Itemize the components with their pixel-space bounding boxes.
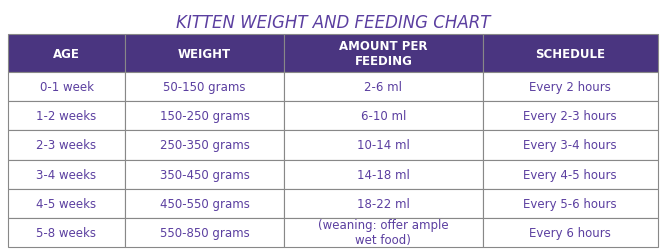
Bar <box>482 218 658 247</box>
Bar <box>8 73 125 102</box>
Text: 3-4 weeks: 3-4 weeks <box>37 168 97 181</box>
Text: WEIGHT: WEIGHT <box>178 47 231 60</box>
Text: 450-550 grams: 450-550 grams <box>160 197 250 210</box>
Text: 6-10 ml: 6-10 ml <box>361 110 406 123</box>
Text: (weaning: offer ample
wet food): (weaning: offer ample wet food) <box>318 218 449 246</box>
Bar <box>125 102 284 131</box>
Bar <box>8 131 125 160</box>
Bar <box>482 35 658 73</box>
Bar <box>482 160 658 189</box>
Bar <box>125 218 284 247</box>
Bar <box>8 160 125 189</box>
Text: AMOUNT PER
FEEDING: AMOUNT PER FEEDING <box>339 40 428 68</box>
Bar <box>125 189 284 218</box>
Bar <box>284 73 482 102</box>
Text: 18-22 ml: 18-22 ml <box>357 197 410 210</box>
Text: Every 6 hours: Every 6 hours <box>529 226 611 239</box>
Bar <box>482 73 658 102</box>
Bar <box>125 131 284 160</box>
Text: 50-150 grams: 50-150 grams <box>163 81 246 94</box>
Bar <box>482 189 658 218</box>
Bar <box>284 160 482 189</box>
Text: KITTEN WEIGHT AND FEEDING CHART: KITTEN WEIGHT AND FEEDING CHART <box>176 14 490 32</box>
Text: 0-1 week: 0-1 week <box>39 81 93 94</box>
Text: 350-450 grams: 350-450 grams <box>160 168 250 181</box>
Text: SCHEDULE: SCHEDULE <box>535 47 605 60</box>
Text: Every 3-4 hours: Every 3-4 hours <box>523 139 617 152</box>
Text: 150-250 grams: 150-250 grams <box>160 110 250 123</box>
Bar <box>482 102 658 131</box>
Bar <box>284 218 482 247</box>
Text: 14-18 ml: 14-18 ml <box>357 168 410 181</box>
Bar <box>284 131 482 160</box>
Bar <box>8 189 125 218</box>
Text: 10-14 ml: 10-14 ml <box>357 139 410 152</box>
Text: Every 5-6 hours: Every 5-6 hours <box>523 197 617 210</box>
Text: 4-5 weeks: 4-5 weeks <box>37 197 97 210</box>
Bar <box>125 73 284 102</box>
Bar <box>125 35 284 73</box>
Text: AGE: AGE <box>53 47 80 60</box>
Text: 5-8 weeks: 5-8 weeks <box>37 226 97 239</box>
Text: Every 2 hours: Every 2 hours <box>529 81 611 94</box>
Bar <box>284 189 482 218</box>
Text: Every 2-3 hours: Every 2-3 hours <box>523 110 617 123</box>
Bar <box>8 218 125 247</box>
Bar <box>284 35 482 73</box>
Bar <box>8 102 125 131</box>
Text: Every 4-5 hours: Every 4-5 hours <box>523 168 617 181</box>
Bar <box>482 131 658 160</box>
Text: 2-6 ml: 2-6 ml <box>364 81 402 94</box>
Text: 250-350 grams: 250-350 grams <box>160 139 250 152</box>
Bar <box>8 35 125 73</box>
Text: 550-850 grams: 550-850 grams <box>160 226 250 239</box>
Bar <box>284 102 482 131</box>
Bar <box>125 160 284 189</box>
Text: 2-3 weeks: 2-3 weeks <box>37 139 97 152</box>
Text: 1-2 weeks: 1-2 weeks <box>37 110 97 123</box>
